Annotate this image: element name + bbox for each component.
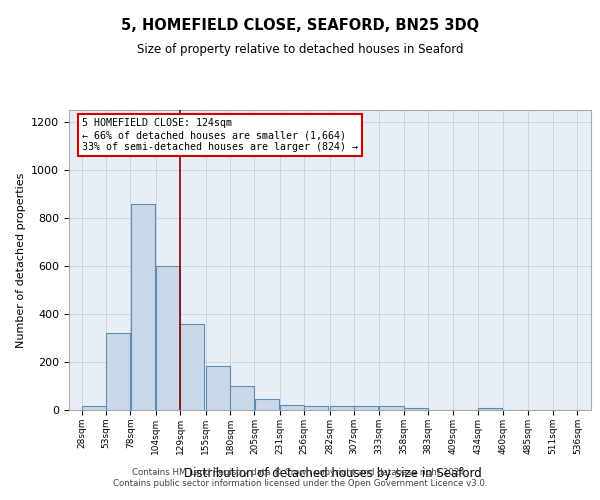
Bar <box>156 266 180 410</box>
Text: Distribution of detached houses by size in Seaford: Distribution of detached houses by size … <box>184 468 482 480</box>
Bar <box>131 204 155 410</box>
Bar <box>230 386 254 410</box>
Bar <box>181 324 205 410</box>
Text: 5 HOMEFIELD CLOSE: 124sqm
← 66% of detached houses are smaller (1,664)
33% of se: 5 HOMEFIELD CLOSE: 124sqm ← 66% of detac… <box>82 118 358 152</box>
Bar <box>379 406 404 410</box>
Bar <box>478 408 502 410</box>
Bar <box>206 366 230 410</box>
Bar <box>304 406 328 410</box>
Bar <box>404 408 428 410</box>
Bar <box>280 405 304 410</box>
Text: 5, HOMEFIELD CLOSE, SEAFORD, BN25 3DQ: 5, HOMEFIELD CLOSE, SEAFORD, BN25 3DQ <box>121 18 479 32</box>
Y-axis label: Number of detached properties: Number of detached properties <box>16 172 26 348</box>
Bar <box>329 406 354 410</box>
Bar <box>82 406 106 410</box>
Text: Size of property relative to detached houses in Seaford: Size of property relative to detached ho… <box>137 42 463 56</box>
Bar <box>106 333 130 410</box>
Bar <box>354 406 378 410</box>
Bar <box>254 399 278 410</box>
Text: Contains HM Land Registry data © Crown copyright and database right 2024.
Contai: Contains HM Land Registry data © Crown c… <box>113 468 487 487</box>
